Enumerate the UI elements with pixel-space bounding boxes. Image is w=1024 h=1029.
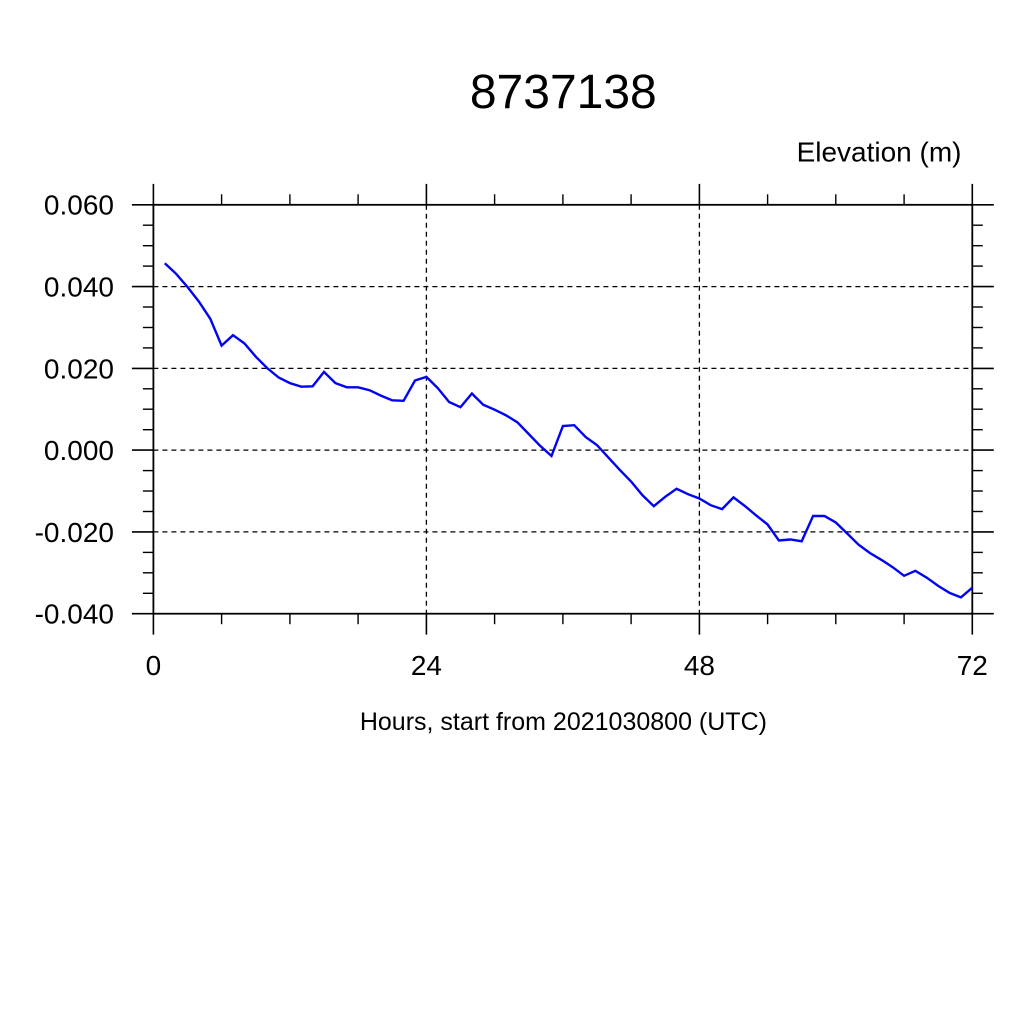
svg-text:-0.020: -0.020 [35, 517, 114, 548]
svg-text:0.040: 0.040 [44, 272, 114, 303]
svg-text:8737138: 8737138 [470, 66, 657, 119]
svg-text:0.060: 0.060 [44, 190, 114, 221]
svg-text:Hours, start from 2021030800 (: Hours, start from 2021030800 (UTC) [360, 708, 767, 736]
svg-text:72: 72 [957, 650, 988, 681]
svg-text:Elevation (m): Elevation (m) [797, 136, 962, 167]
svg-text:48: 48 [684, 650, 715, 681]
svg-text:0: 0 [146, 650, 162, 681]
svg-text:0.000: 0.000 [44, 435, 114, 466]
svg-text:0.020: 0.020 [44, 353, 114, 384]
svg-text:24: 24 [411, 650, 442, 681]
svg-text:-0.040: -0.040 [35, 599, 114, 630]
